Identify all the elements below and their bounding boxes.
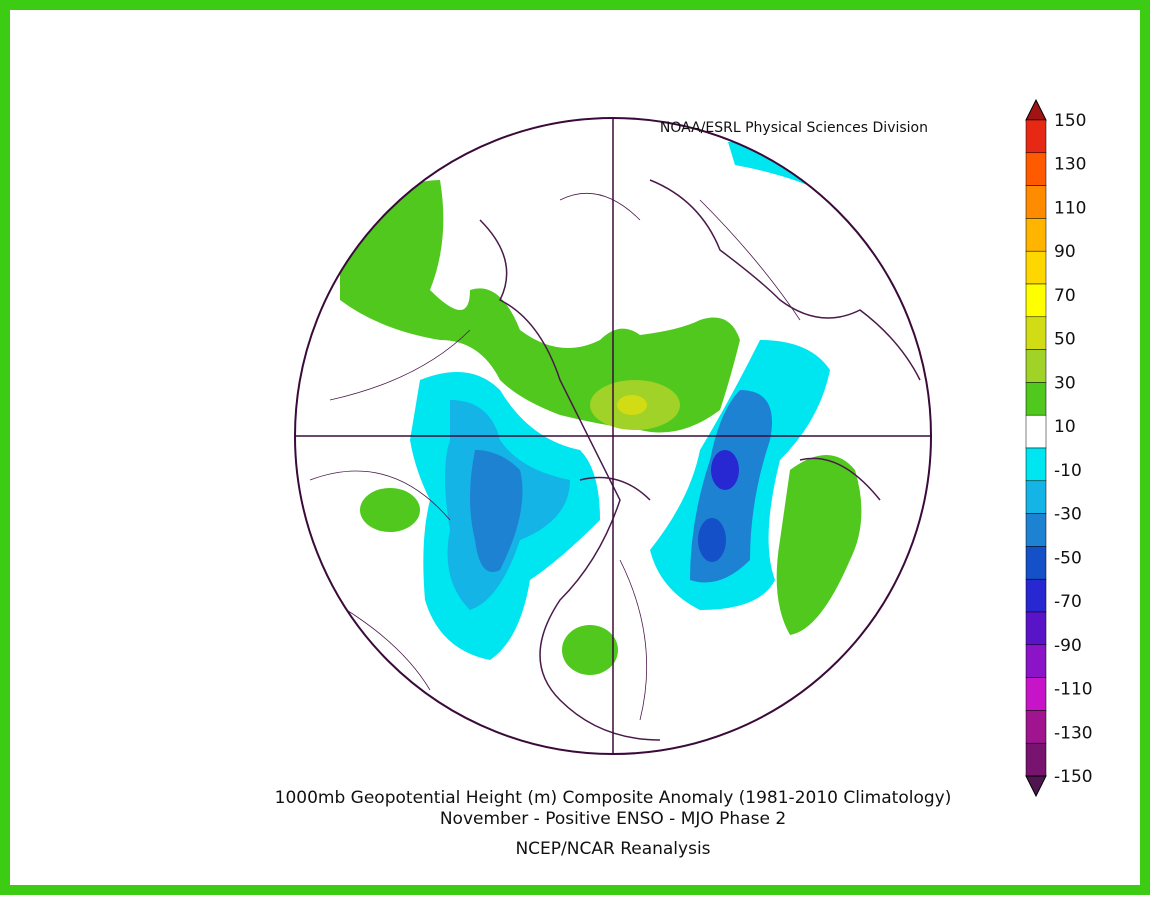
colorbar-swatch	[1025, 611, 1047, 646]
caption-subtitle: November - Positive ENSO - MJO Phase 2	[440, 809, 786, 829]
colorbar-label: 150	[1054, 111, 1086, 131]
colorbar-swatch	[1025, 677, 1047, 711]
positive-peak	[617, 395, 647, 415]
map-shading	[309, 141, 921, 741]
caption-title: 1000mb Geopotential Height (m) Composite…	[275, 788, 952, 808]
colorbar-label: -110	[1054, 680, 1093, 700]
positive-region	[562, 625, 618, 675]
colorbar-swatch	[1025, 546, 1047, 580]
colorbar-label: -130	[1054, 723, 1093, 743]
colorbar-swatch	[1025, 644, 1047, 678]
colorbar-swatch	[1025, 119, 1047, 154]
colorbar-swatch	[1025, 710, 1047, 744]
colorbar-label: -50	[1054, 548, 1082, 568]
contour	[309, 193, 801, 721]
colorbar-swatch	[1025, 218, 1047, 252]
colorbar-label: -10	[1054, 461, 1082, 481]
colorbar-label: 10	[1054, 417, 1076, 437]
colorbar-swatch	[1025, 414, 1047, 449]
colorbar-label: -150	[1054, 767, 1093, 787]
colorbar-label: 90	[1054, 242, 1076, 262]
credit: NOAA/ESRL Physical Sciences Division	[660, 120, 928, 136]
negative-core	[711, 450, 739, 490]
coastline	[479, 179, 921, 741]
colorbar-label: -90	[1054, 636, 1082, 656]
colorbar-arrow	[1025, 775, 1047, 798]
positive-region	[340, 180, 740, 433]
colorbar-label: -70	[1054, 592, 1082, 612]
colorbar-swatch	[1025, 480, 1047, 514]
colorbar-swatch	[1025, 578, 1047, 613]
colorbar-swatch	[1025, 742, 1047, 777]
colorbar: 150 130 110 90 70 50 30 10 -10 -30 -50 -70 -90 -110 -1…	[1025, 98, 1093, 798]
colorbar-label: -30	[1054, 505, 1082, 525]
positive-region	[776, 455, 862, 635]
colorbar-swatch	[1025, 283, 1047, 318]
colorbar-swatch	[1025, 316, 1047, 350]
negative-core	[698, 518, 726, 562]
colorbar-label: 110	[1054, 198, 1086, 218]
caption-source: NCEP/NCAR Reanalysis	[515, 839, 710, 859]
colorbar-swatch	[1025, 185, 1047, 219]
colorbar-label: 30	[1054, 373, 1076, 393]
colorbar-label: 70	[1054, 286, 1076, 306]
colorbar-label: 50	[1054, 330, 1076, 350]
colorbar-label: 130	[1054, 155, 1086, 175]
positive-region	[360, 488, 420, 532]
colorbar-swatch	[1025, 152, 1047, 186]
colorbar-swatch	[1025, 447, 1047, 482]
colorbar-swatch	[1025, 513, 1047, 547]
colorbar-swatch	[1025, 250, 1047, 285]
colorbar-swatch	[1025, 349, 1047, 383]
colorbar-swatch	[1025, 382, 1047, 416]
negative-region	[470, 450, 523, 572]
